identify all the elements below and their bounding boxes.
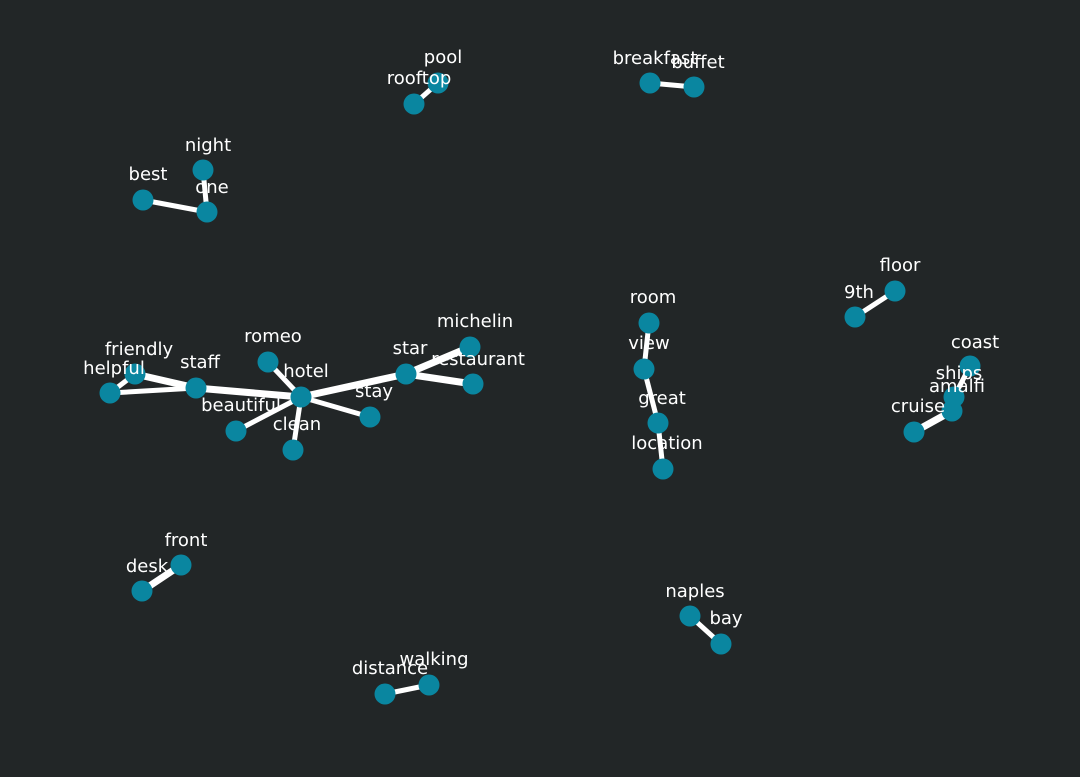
- node-view: [633, 358, 655, 380]
- edge-best-one: [142, 197, 208, 215]
- node-rooftop: [403, 93, 425, 115]
- node-clean: [282, 439, 304, 461]
- node-label-room: room: [630, 287, 677, 308]
- node-label-floor: floor: [880, 255, 921, 276]
- edge-hotel-beautiful: [234, 394, 303, 434]
- node-night: [192, 159, 214, 181]
- node-star: [395, 363, 417, 385]
- node-distance: [374, 683, 396, 705]
- edge-hotel-star: [300, 370, 407, 401]
- node-label-bay: bay: [709, 608, 742, 629]
- node-label-cruise: cruise: [891, 396, 945, 417]
- node-label-ships: ships: [936, 363, 983, 384]
- node-stay: [359, 406, 381, 428]
- node-label-beautiful: beautiful: [201, 395, 281, 416]
- node-bay: [710, 633, 732, 655]
- node-michelin: [459, 336, 481, 358]
- node-coast: [959, 355, 981, 377]
- node-helpful: [99, 382, 121, 404]
- node-room: [638, 312, 660, 334]
- node-label-stay: stay: [355, 381, 393, 402]
- node-label-buffet: buffet: [671, 52, 724, 73]
- node-desk: [131, 580, 153, 602]
- node-label-coast: coast: [951, 332, 999, 353]
- node-best: [132, 189, 154, 211]
- node-label-restaurant: restaurant: [431, 349, 525, 370]
- node-label-pool: pool: [424, 47, 462, 68]
- node-one: [196, 201, 218, 223]
- node-label-front: front: [165, 530, 208, 551]
- edge-layer: [108, 80, 973, 697]
- edge-star-michelin: [404, 343, 472, 378]
- node-romeo: [257, 351, 279, 373]
- node-label-night: night: [185, 135, 231, 156]
- node-label-helpful: helpful: [83, 358, 145, 379]
- node-label-great: great: [638, 388, 686, 409]
- edge-helpful-staff: [109, 385, 197, 396]
- node-label-amalfi: amalfi: [929, 376, 985, 397]
- node-friendly: [124, 363, 146, 385]
- node-breakfast: [639, 72, 661, 94]
- node-label-friendly: friendly: [105, 339, 174, 360]
- node-label-walking: walking: [399, 649, 468, 670]
- node-hotel: [290, 386, 312, 408]
- edge-hotel-stay: [300, 394, 371, 420]
- node-location: [652, 458, 674, 480]
- node-label-star: star: [393, 338, 428, 359]
- node-label-clean: clean: [273, 414, 321, 435]
- node-label-one: one: [195, 177, 229, 198]
- node-label-michelin: michelin: [437, 311, 513, 332]
- edge-star-restaurant: [405, 370, 474, 388]
- node-label-naples: naples: [665, 581, 724, 602]
- node-label-view: view: [628, 333, 669, 354]
- node-label-location: location: [631, 433, 702, 454]
- node-cruise: [903, 421, 925, 443]
- node-layer: [99, 72, 981, 705]
- node-buffet: [683, 76, 705, 98]
- node-front: [170, 554, 192, 576]
- node-amalfi: [941, 400, 963, 422]
- node-label-rooftop: rooftop: [387, 68, 452, 89]
- node-label-distance: distance: [352, 658, 428, 679]
- node-restaurant: [462, 373, 484, 395]
- node-label-staff: staff: [180, 352, 220, 373]
- node-9th: [844, 306, 866, 328]
- node-pool: [427, 72, 449, 94]
- node-staff: [185, 377, 207, 399]
- node-label-romeo: romeo: [244, 326, 302, 347]
- node-floor: [884, 280, 906, 302]
- node-beautiful: [225, 420, 247, 442]
- node-naples: [679, 605, 701, 627]
- node-walking: [418, 674, 440, 696]
- node-label-breakfast: breakfast: [613, 48, 698, 69]
- edge-staff-hotel: [195, 384, 302, 401]
- node-label-hotel: hotel: [283, 361, 329, 382]
- node-label-desk: desk: [126, 556, 169, 577]
- node-great: [647, 412, 669, 434]
- node-label-best: best: [129, 164, 168, 185]
- node-label-9th: 9th: [844, 282, 874, 303]
